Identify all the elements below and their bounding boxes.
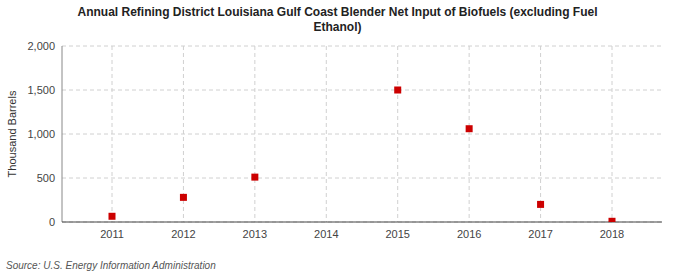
background: [0, 0, 675, 275]
grid-line-y: [62, 46, 662, 47]
x-tick-label: 2014: [314, 228, 338, 240]
grid-line-y: [62, 222, 662, 223]
point: [109, 213, 116, 220]
grid-line-x: [469, 46, 470, 222]
title: Annual Refining District Louisiana Gulf …: [77, 5, 597, 34]
x-tick-label: 2013: [243, 228, 267, 240]
title-line: Annual Refining District Louisiana Gulf …: [77, 5, 597, 19]
point: [251, 174, 258, 181]
grid-line-y: [62, 178, 662, 179]
grid-line-x: [112, 46, 113, 222]
y-axis-line: [62, 46, 63, 222]
points: [109, 87, 616, 223]
grid-line-x: [326, 46, 327, 222]
x-tick-label: 2016: [457, 228, 481, 240]
grid-line-y: [62, 90, 662, 91]
y-axis-label: Thousand Barrels: [6, 90, 18, 177]
x-tick-label: 2018: [600, 228, 624, 240]
x-tick-label: 2017: [528, 228, 552, 240]
title-line: Ethanol): [314, 20, 362, 34]
grid-line-y: [62, 134, 662, 135]
y-tick-label: 500: [37, 172, 55, 184]
x-tick-label: 2015: [385, 228, 409, 240]
chart: Annual Refining District Louisiana Gulf …: [0, 0, 675, 275]
point: [180, 194, 187, 201]
y-tick-label: 1,500: [27, 84, 55, 96]
point: [466, 125, 473, 132]
y-tick-label: 2,000: [27, 40, 55, 52]
grid: [62, 46, 662, 222]
x-tick-label: 2012: [171, 228, 195, 240]
grid-line-x: [612, 46, 613, 222]
point: [537, 201, 544, 208]
grid-line-x: [254, 46, 255, 222]
x-tick-label: 2011: [100, 228, 124, 240]
grid-line-x: [540, 46, 541, 222]
point: [609, 218, 616, 222]
source-note: Source: U.S. Energy Information Administ…: [6, 260, 216, 271]
y-tick-label: 0: [49, 216, 55, 228]
x-axis-line: [62, 222, 662, 223]
grid-line-x: [397, 46, 398, 222]
point: [394, 87, 401, 94]
y-tick-label: 1,000: [27, 128, 55, 140]
